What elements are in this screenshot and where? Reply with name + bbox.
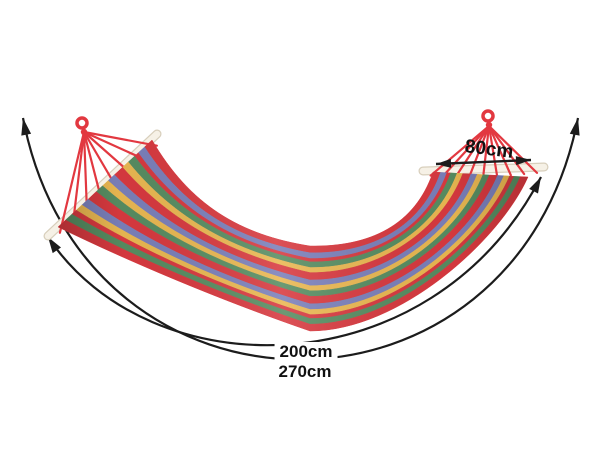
bar-width-arrow — [435, 158, 532, 166]
left-rope — [82, 130, 117, 188]
left-rope — [82, 130, 132, 174]
bar-width-right-arrowhead-icon — [515, 156, 531, 166]
outer-arc-left-arrowhead-icon — [21, 118, 32, 136]
outer-arc-right-arrowhead-icon — [569, 118, 580, 136]
inner-arc-right-arrowhead-icon — [529, 177, 541, 194]
left-rope — [72, 130, 86, 223]
left-spreader-bar — [44, 130, 161, 240]
left-rope — [58, 130, 86, 234]
left-rope — [82, 130, 158, 147]
right-rope-knot-icon — [481, 109, 495, 123]
left-rope-knot-icon — [75, 116, 89, 130]
right-rope — [487, 124, 512, 177]
right-rope — [482, 124, 491, 178]
right-rope-gather — [485, 121, 493, 129]
right-rope — [487, 124, 539, 174]
right-rope — [455, 124, 491, 178]
right-rope — [487, 124, 526, 176]
left-rope — [82, 130, 103, 200]
fabric-shading — [58, 140, 528, 331]
inner-length-label: 200cm — [274, 342, 338, 362]
left-rope-gather — [80, 128, 88, 136]
bar-width-left-arrowhead-icon — [436, 158, 452, 168]
right-rope — [468, 124, 491, 178]
right-rope — [429, 124, 491, 177]
right-rope — [487, 124, 499, 178]
inner-arc-left-arrowhead-icon — [48, 237, 61, 254]
outer-length-label: 270cm — [273, 362, 337, 382]
left-rope — [82, 130, 89, 212]
left-rope — [82, 130, 146, 161]
